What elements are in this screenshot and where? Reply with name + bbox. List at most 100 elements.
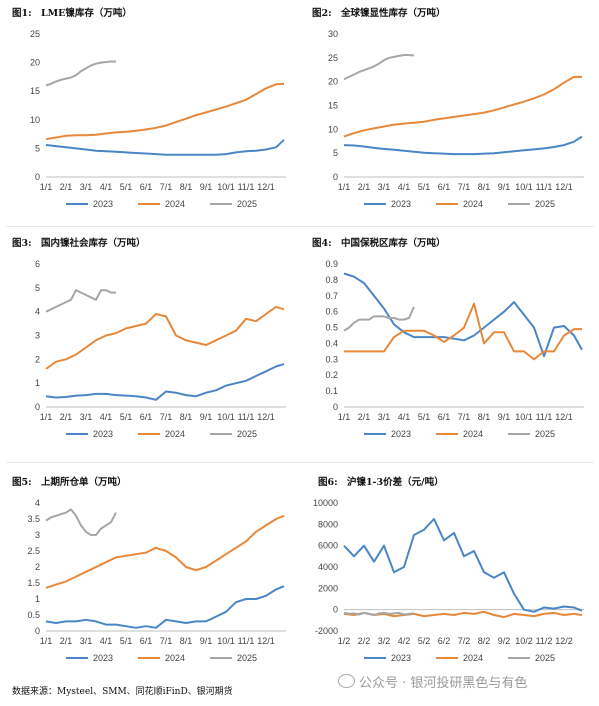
x-tick-label: 8/1 bbox=[478, 182, 491, 192]
x-tick-label: 7/2 bbox=[458, 636, 471, 646]
x-tick-label: 10/1 bbox=[515, 412, 533, 422]
y-tick-label: 10 bbox=[30, 115, 40, 125]
y-tick-label: 15 bbox=[30, 86, 40, 96]
panel-title: 图6: 沪镍1-3价差（元/吨） bbox=[318, 474, 444, 488]
legend-label-2024: 2024 bbox=[165, 429, 185, 439]
chart-domestic-social-inventory: 0 1 2 3 4 5 6 1/1 2/1 3/1 4/1 5/1 6/1 7/1 8/1 9/1 10/1 11… bbox=[35, 259, 286, 439]
figure-title: 沪镍1-3价差（元/吨） bbox=[346, 477, 444, 488]
y-tick-label: 4 bbox=[35, 498, 40, 508]
x-tick-label: 9/2 bbox=[498, 636, 511, 646]
x-tick-label: 7/1 bbox=[458, 182, 471, 192]
y-tick-label: 0.9 bbox=[325, 259, 338, 269]
figure-number: 图3: bbox=[12, 238, 32, 249]
x-tick-label: 2/2 bbox=[358, 636, 371, 646]
x-tick-label: 1/1 bbox=[40, 182, 53, 192]
y-tick-label: 0.8 bbox=[325, 275, 338, 285]
legend-label-2024: 2024 bbox=[165, 653, 185, 663]
wechat-watermark: 公众号 · 银河投研黑色与有色 bbox=[338, 672, 527, 691]
x-tick-label: 2/1 bbox=[358, 182, 371, 192]
legend-label-2023: 2023 bbox=[391, 653, 411, 663]
legend-label-2023: 2023 bbox=[391, 429, 411, 439]
legend-label-2023: 2023 bbox=[93, 653, 113, 663]
series-line-2024 bbox=[344, 302, 582, 361]
y-tick-label: 0.1 bbox=[325, 386, 338, 396]
panel-title: 图3: 国内镍社会库存（万吨） bbox=[12, 235, 145, 249]
x-tick-label: 10/1 bbox=[515, 182, 533, 192]
series-line-2023 bbox=[343, 135, 583, 156]
y-tick-label: 1.5 bbox=[27, 578, 40, 588]
y-tick-label: 25 bbox=[328, 53, 338, 63]
y-tick-label: 0 bbox=[333, 172, 338, 182]
y-tick-label: 2 bbox=[35, 562, 40, 572]
x-tick-label: 6/1 bbox=[438, 182, 451, 192]
x-tick-label: 12/2 bbox=[555, 636, 573, 646]
x-tick-label: 12/1 bbox=[257, 412, 275, 422]
x-tick-label: 6/1 bbox=[140, 182, 153, 192]
legend-label-2025: 2025 bbox=[237, 429, 257, 439]
series-line-2024 bbox=[45, 514, 285, 589]
panel-title: 图2: 全球镍显性库存（万吨） bbox=[312, 5, 445, 19]
y-tick-label: 2000 bbox=[318, 583, 338, 593]
y-tick-label: 3 bbox=[35, 530, 40, 540]
y-tick-label: 1 bbox=[35, 378, 40, 388]
y-tick-label: 25 bbox=[30, 29, 40, 39]
series-line-2025 bbox=[343, 611, 415, 616]
x-tick-label: 12/1 bbox=[555, 412, 573, 422]
divider bbox=[6, 462, 594, 463]
x-tick-label: 2/1 bbox=[60, 182, 73, 192]
y-tick-label: 0 bbox=[35, 402, 40, 412]
figure-title: 上期所仓单（万吨） bbox=[40, 477, 127, 488]
x-tick-label: 10/1 bbox=[217, 636, 235, 646]
x-tick-label: 11/1 bbox=[238, 636, 255, 646]
y-tick-label: 0.5 bbox=[325, 323, 338, 333]
x-tick-label: 11/1 bbox=[238, 412, 255, 422]
legend-label-2025: 2025 bbox=[535, 653, 555, 663]
series-line-2023 bbox=[45, 585, 285, 629]
x-tick-label: 9/1 bbox=[200, 636, 213, 646]
y-tick-label: 5 bbox=[35, 143, 40, 153]
x-tick-label: 11/1 bbox=[536, 412, 553, 422]
series-line-2025 bbox=[343, 306, 415, 332]
x-tick-label: 10/2 bbox=[515, 636, 533, 646]
legend-label-2025: 2025 bbox=[237, 653, 257, 663]
y-tick-label: 0.3 bbox=[325, 354, 338, 364]
y-tick-label: 10 bbox=[328, 124, 338, 134]
y-tick-label: 10000 bbox=[313, 498, 338, 508]
legend-label-2024: 2024 bbox=[463, 199, 483, 209]
series-line-2023 bbox=[343, 272, 583, 358]
figure-title: 国内镍社会库存（万吨） bbox=[40, 238, 146, 249]
chart-nickel-spread: -2000 0 2000 4000 6000 8000 10000 1/2 2/2 3/2 4/2 5… bbox=[313, 498, 584, 663]
x-tick-label: 4/2 bbox=[398, 636, 411, 646]
y-tick-label: 20 bbox=[328, 77, 338, 87]
x-tick-label: 2/1 bbox=[60, 412, 73, 422]
x-tick-label: 3/2 bbox=[378, 636, 391, 646]
figure-number: 图6: bbox=[318, 477, 338, 488]
y-tick-label: 0 bbox=[35, 626, 40, 636]
x-tick-label: 5/1 bbox=[120, 412, 133, 422]
y-tick-label: 6 bbox=[35, 259, 40, 269]
legend-label-2025: 2025 bbox=[535, 199, 555, 209]
y-tick-label: 0 bbox=[35, 172, 40, 182]
series-line-2025 bbox=[45, 289, 116, 313]
x-tick-label: 3/1 bbox=[378, 182, 391, 192]
x-tick-label: 7/1 bbox=[160, 182, 173, 192]
legend-label-2025: 2025 bbox=[237, 199, 257, 209]
x-tick-label: 1/1 bbox=[338, 412, 351, 422]
x-tick-label: 9/1 bbox=[200, 412, 213, 422]
y-tick-label: 0.5 bbox=[27, 610, 40, 620]
series-line-2024 bbox=[343, 75, 582, 138]
x-tick-label: 11/1 bbox=[536, 182, 553, 192]
figure-number: 图5: bbox=[12, 477, 32, 488]
y-tick-label: 20 bbox=[30, 58, 40, 68]
x-tick-label: 5/1 bbox=[120, 636, 133, 646]
x-tick-label: 2/1 bbox=[358, 412, 371, 422]
x-tick-label: 3/1 bbox=[378, 412, 391, 422]
panel-title: 图1: LME镍库存（万吨） bbox=[12, 5, 132, 19]
y-tick-label: 0.4 bbox=[325, 338, 338, 348]
x-tick-label: 5/1 bbox=[418, 412, 431, 422]
x-tick-label: 4/1 bbox=[398, 412, 411, 422]
y-tick-label: 0.6 bbox=[325, 307, 338, 317]
series-line-2023 bbox=[45, 363, 285, 401]
y-tick-label: 3 bbox=[35, 331, 40, 341]
figure-title: LME镍库存（万吨） bbox=[40, 8, 132, 19]
